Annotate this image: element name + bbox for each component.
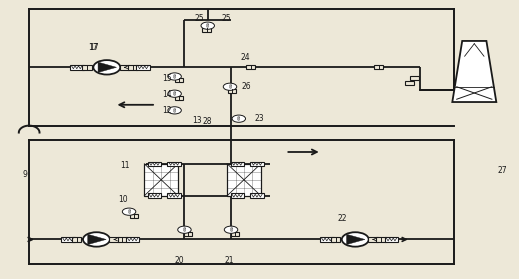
Bar [130,214,139,218]
Text: 23: 23 [255,114,264,123]
Polygon shape [347,234,365,245]
Bar [405,81,414,85]
Text: 13: 13 [193,116,202,124]
Bar [148,194,161,198]
Circle shape [122,208,136,215]
Bar [110,237,119,242]
Text: 12: 12 [162,106,172,115]
Bar [230,162,244,166]
Bar [374,65,383,69]
Bar [167,194,181,198]
Bar [246,65,255,69]
Bar [368,237,377,242]
Bar [227,164,261,196]
Circle shape [201,22,214,29]
Text: @: @ [183,227,186,232]
Circle shape [83,232,110,247]
Bar [376,237,386,242]
Text: 15: 15 [162,74,172,83]
Bar [184,232,192,236]
Bar [72,237,81,242]
Circle shape [177,226,191,233]
Bar [120,65,129,69]
Text: 10: 10 [118,195,128,204]
Text: @: @ [128,210,130,215]
Text: 25: 25 [221,14,230,23]
Text: 20: 20 [174,256,184,265]
Text: 22: 22 [337,214,347,223]
Bar [70,65,84,69]
Bar [118,237,127,242]
Bar [148,162,161,166]
Polygon shape [453,41,496,102]
Text: 25: 25 [194,14,204,23]
Text: 24: 24 [240,53,250,62]
Text: 26: 26 [242,82,251,91]
Bar [250,162,264,166]
Text: @: @ [229,227,233,232]
Circle shape [168,90,181,97]
Bar [331,237,340,242]
Text: @: @ [173,92,176,97]
Circle shape [93,60,120,74]
Bar [410,76,419,80]
Text: 27: 27 [498,165,508,175]
Polygon shape [88,234,106,245]
Text: 14: 14 [162,90,172,99]
Circle shape [168,73,181,80]
Text: 9: 9 [23,170,28,179]
Text: @: @ [237,116,240,121]
Circle shape [168,107,181,114]
Bar [128,65,138,69]
Circle shape [232,115,245,122]
Text: 17: 17 [89,44,99,52]
Bar [144,164,178,196]
Bar [175,78,183,82]
Text: 17: 17 [88,43,98,52]
Text: 28: 28 [203,117,212,126]
Bar [250,194,264,198]
Bar [385,237,398,242]
Bar [61,237,75,242]
Bar [83,65,92,69]
Bar [228,89,236,93]
Bar [230,232,239,236]
Bar [230,194,244,198]
Bar [175,96,183,100]
Circle shape [342,232,368,247]
Bar [126,237,140,242]
Circle shape [224,226,238,233]
Text: 21: 21 [225,256,234,265]
Text: @: @ [173,108,176,113]
Polygon shape [98,62,116,73]
Text: @: @ [173,74,176,79]
Bar [136,65,150,69]
Bar [202,28,211,32]
Text: 11: 11 [120,161,130,170]
Text: @: @ [206,23,209,28]
Bar [167,162,181,166]
Text: @: @ [228,85,231,90]
Circle shape [223,83,237,90]
Bar [320,237,334,242]
